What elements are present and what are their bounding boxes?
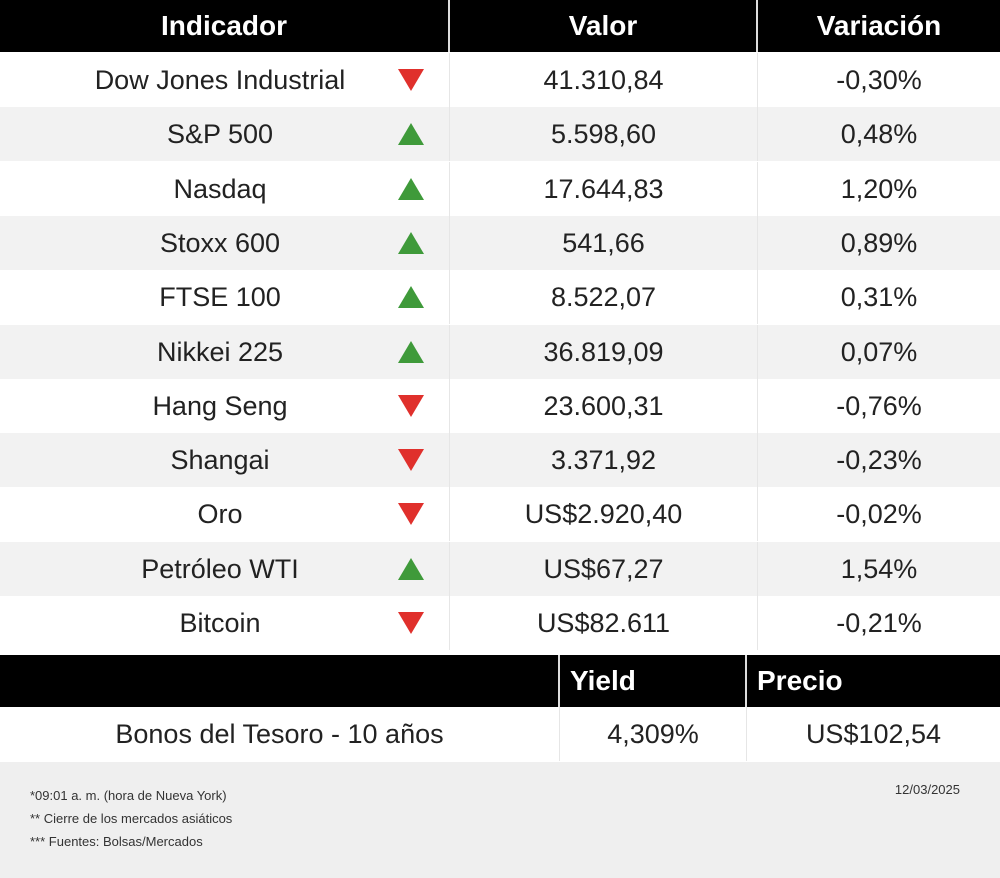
header-valor: Valor	[450, 0, 758, 52]
up-arrow-icon	[398, 177, 424, 200]
table-header: Indicador Valor Variación	[0, 0, 1000, 52]
indicator-name: FTSE 100	[159, 282, 281, 313]
indicator-name: Oro	[197, 499, 243, 530]
indicator-change: -0,23%	[836, 445, 922, 476]
table-row: Dow Jones Industrial 41.310,84 -0,30%	[0, 53, 1000, 107]
indicator-change: -0,76%	[836, 390, 922, 421]
indicator-name: Hang Seng	[152, 390, 288, 421]
up-arrow-icon	[398, 231, 424, 254]
table-row: Hang Seng 23.600,31 -0,76%	[0, 378, 1000, 433]
indicator-name: Nikkei 225	[156, 336, 284, 367]
indicator-value: 17.644,83	[450, 161, 758, 216]
indicator-name: Stoxx 600	[159, 227, 281, 258]
indicator-change: 1,20%	[840, 173, 918, 204]
bonds-yield: 4,309%	[560, 707, 747, 761]
table-row: FTSE 100 8.522,07 0,31%	[0, 270, 1000, 325]
table-row: Oro US$2.920,40 -0,02%	[0, 487, 1000, 542]
table-row: Nikkei 225 36.819,09 0,07%	[0, 324, 1000, 379]
header-indicador: Indicador	[0, 0, 450, 52]
footnote-sources: *** Fuentes: Bolsas/Mercados	[30, 834, 203, 849]
indicator-value: 23.600,31	[450, 378, 758, 433]
indicator-name: Nasdaq	[173, 173, 267, 204]
bonds-name: Bonos del Tesoro - 10 años	[0, 707, 560, 761]
footnote-time: *09:01 a. m. (hora de Nueva York)	[30, 788, 227, 803]
indicator-name: Dow Jones Industrial	[94, 65, 346, 95]
indicator-value: 36.819,09	[450, 324, 758, 379]
header-precio: Precio	[757, 665, 843, 696]
indicator-value: 3.371,92	[450, 433, 758, 488]
bonds-row: Bonos del Tesoro - 10 años 4,309% US$102…	[0, 707, 1000, 761]
table-row: Stoxx 600 541,66 0,89%	[0, 215, 1000, 270]
table-row: Bitcoin US$82.611 -0,21%	[0, 596, 1000, 650]
down-arrow-icon	[398, 69, 424, 91]
indicator-value: 8.522,07	[450, 270, 758, 325]
up-arrow-icon	[398, 286, 424, 309]
header-yield: Yield	[560, 655, 747, 707]
down-arrow-icon	[398, 503, 424, 526]
indicator-change: -0,02%	[836, 499, 922, 530]
indicator-value: US$67,27	[450, 541, 758, 596]
indicator-value: 41.310,84	[450, 53, 758, 107]
indicator-name: Shangai	[170, 445, 270, 476]
table-row: Shangai 3.371,92 -0,23%	[0, 433, 1000, 488]
indicator-value: 541,66	[450, 215, 758, 270]
up-arrow-icon	[398, 340, 424, 363]
indicator-value: US$2.920,40	[450, 487, 758, 542]
indicator-change: -0,21%	[836, 608, 922, 638]
footnote-asia: ** Cierre de los mercados asiáticos	[30, 811, 233, 826]
indicator-name: S&P 500	[166, 119, 274, 150]
table-row: Petróleo WTI US$67,27 1,54%	[0, 541, 1000, 596]
up-arrow-icon	[398, 557, 424, 580]
indicator-change: -0,30%	[836, 65, 922, 95]
up-arrow-icon	[398, 123, 424, 146]
date: 12/03/2025	[894, 782, 960, 797]
down-arrow-icon	[398, 612, 424, 634]
indicator-name: Petróleo WTI	[141, 553, 299, 584]
indicator-name: Bitcoin	[179, 608, 261, 638]
bonds-price: US$102,54	[805, 719, 942, 749]
down-arrow-icon	[398, 449, 424, 472]
header-variacion: Variación	[816, 10, 942, 41]
bonds-header: Yield Precio	[0, 655, 1000, 707]
indicator-change: 0,89%	[840, 227, 918, 258]
footer: *09:01 a. m. (hora de Nueva York) ** Cie…	[0, 762, 1000, 878]
indicator-change: 0,07%	[840, 336, 918, 367]
table-row: S&P 500 5.598,60 0,48%	[0, 107, 1000, 162]
indicator-change: 1,54%	[840, 553, 918, 584]
indicator-change: 0,31%	[840, 282, 918, 313]
indicator-change: 0,48%	[840, 119, 918, 150]
down-arrow-icon	[398, 394, 424, 417]
indicator-value: 5.598,60	[450, 107, 758, 162]
table-row: Nasdaq 17.644,83 1,20%	[0, 161, 1000, 216]
indicator-value: US$82.611	[450, 596, 758, 650]
